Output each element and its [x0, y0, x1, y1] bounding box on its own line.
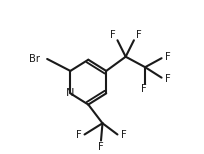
Text: N: N: [66, 88, 74, 98]
Text: F: F: [109, 30, 115, 41]
Text: F: F: [75, 130, 81, 140]
Text: F: F: [164, 52, 170, 62]
Text: F: F: [140, 84, 146, 94]
Text: F: F: [98, 142, 103, 152]
Text: Br: Br: [29, 54, 40, 64]
Text: F: F: [120, 130, 126, 140]
Text: F: F: [164, 74, 170, 84]
Text: F: F: [135, 30, 141, 41]
